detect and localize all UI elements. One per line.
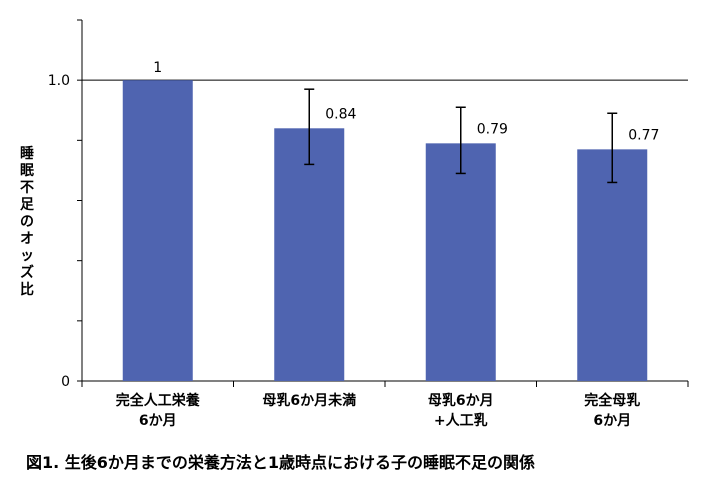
y-tick-label: 0 (61, 374, 70, 390)
y-axis-label-char: 眠 (20, 163, 34, 179)
x-category-label: 完全人工栄養 (116, 392, 200, 409)
y-axis-label-char: 足 (20, 197, 35, 213)
data-label: 0.77 (628, 127, 659, 143)
y-axis-label-char: の (20, 214, 34, 230)
bar (274, 128, 345, 381)
y-axis-label: 睡眠不足のオッズ比 (20, 146, 35, 298)
y-tick-label: 1.0 (48, 73, 70, 89)
x-category-label: 母乳6か月 (428, 392, 494, 409)
y-axis-label-char: ッ (20, 248, 34, 264)
bar (122, 80, 193, 382)
x-category-label: 完全母乳 (584, 392, 640, 409)
data-label: 0.84 (325, 106, 356, 122)
x-category-label: 母乳6か月未満 (262, 392, 356, 409)
data-label: 0.79 (477, 121, 508, 137)
data-label: 1 (153, 60, 162, 76)
y-axis-label-char: 比 (20, 281, 34, 298)
x-category-label: 6か月 (593, 413, 631, 429)
bar (425, 143, 496, 381)
y-axis-label-char: ズ (20, 264, 34, 281)
plot-area: 0 1.0 1 完全人工栄養 6か月 0.84 母乳6か月未満 0.79 母乳6か月 +人工乳 0.… (48, 19, 689, 429)
y-axis-label-char: 不 (20, 180, 34, 196)
x-category-label: +人工乳 (434, 412, 488, 429)
y-axis-label-char: 睡 (20, 146, 34, 162)
figure-caption: 図1. 生後6か月までの栄養方法と1歳時点における子の睡眠不足の関係 (26, 453, 535, 472)
x-category-label: 6か月 (139, 413, 177, 429)
y-axis-label-char: オ (20, 231, 34, 247)
bar (577, 149, 648, 381)
